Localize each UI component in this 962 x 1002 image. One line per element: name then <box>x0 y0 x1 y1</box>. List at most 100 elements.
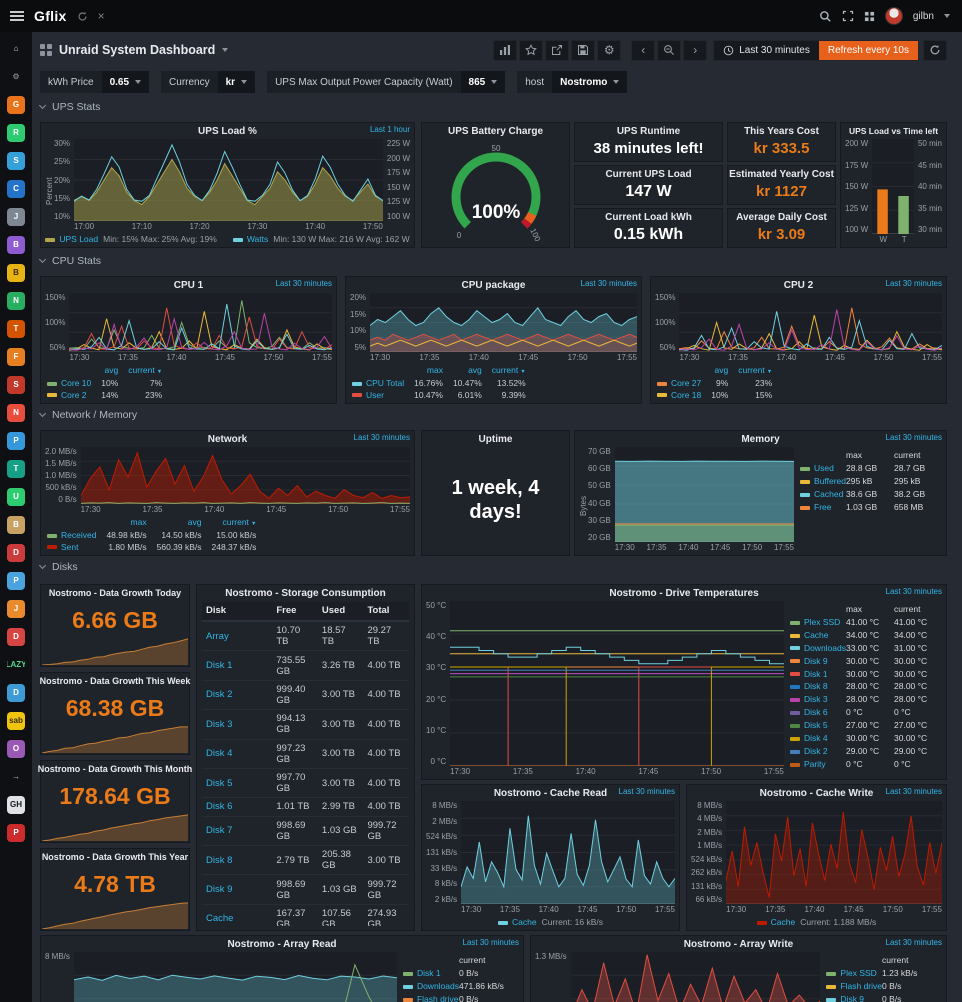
tools-app-icon[interactable]: T <box>7 320 25 338</box>
flame-app-icon[interactable]: F <box>7 348 25 366</box>
legend-col-header[interactable]: current <box>882 955 909 965</box>
window-app-icon[interactable]: P <box>7 572 25 590</box>
settings-icon[interactable]: ⚙ <box>12 72 20 81</box>
zoom-out-button[interactable] <box>657 39 682 61</box>
storage-table-row[interactable]: Disk 6 1.01 TB 2.99 TB 4.00 TB <box>202 797 409 817</box>
legend-col-header[interactable]: avg <box>468 364 482 375</box>
row-toggle-ups-stats[interactable]: UPS Stats <box>38 99 100 115</box>
legend-col-header[interactable]: avg <box>104 364 119 375</box>
drop-app-icon[interactable]: T <box>7 460 25 478</box>
storage-table-row[interactable]: Disk 2 999.40 GB 3.00 TB 4.00 TB <box>202 679 409 710</box>
time-back-button[interactable]: ‹ <box>631 39 656 61</box>
panel-time-override[interactable]: Last 30 minutes <box>885 279 942 288</box>
legend-series[interactable]: Cached <box>800 488 846 501</box>
storage-table-row[interactable]: Disk 5 997.70 GB 3.00 TB 4.00 TB <box>202 767 409 798</box>
panel-time-override[interactable]: Last 30 minutes <box>885 433 942 442</box>
cpu-package-plot[interactable] <box>370 293 637 352</box>
panel-title[interactable]: Current Load kWh <box>605 211 692 223</box>
panel-title[interactable]: Memory <box>741 433 780 445</box>
legend-col-header[interactable]: current <box>894 450 921 460</box>
legend-series[interactable]: Cache Current: 16 kB/s <box>498 917 603 927</box>
star-button[interactable] <box>519 39 544 61</box>
beer-app-icon[interactable]: B <box>7 264 25 282</box>
panel-time-override[interactable]: Last 30 minutes <box>885 587 942 596</box>
legend-series[interactable]: Downloads <box>402 980 459 993</box>
legend-col-header[interactable]: current <box>728 365 772 379</box>
legend-col-header[interactable]: current <box>118 365 162 379</box>
legend-series[interactable]: Downloads <box>789 642 846 655</box>
refresh-interval-label[interactable]: Refresh every 10s <box>818 40 918 60</box>
legend-series[interactable]: Disk 1 <box>402 967 459 980</box>
legend-series[interactable]: Disk 8 <box>789 680 846 693</box>
purple-app-icon[interactable]: O <box>7 740 25 758</box>
target-app-icon[interactable]: P <box>7 824 25 842</box>
cache-write-plot[interactable] <box>726 801 942 904</box>
legend-series[interactable]: User <box>352 390 404 402</box>
stripes-app-icon[interactable]: D <box>7 544 25 562</box>
memory-plot[interactable] <box>614 447 795 542</box>
dashboard-title[interactable]: Unraid System Dashboard <box>59 43 216 57</box>
legend-series[interactable]: Disk 9 <box>789 655 846 668</box>
panel-time-override[interactable]: Last 30 minutes <box>275 279 332 288</box>
menu-icon[interactable] <box>10 11 24 21</box>
legend-series[interactable]: Flash drive <box>402 993 459 1002</box>
legend-series[interactable]: Used <box>800 462 846 475</box>
panel-title[interactable]: Nostromo - Data Growth This Week <box>39 676 191 686</box>
cloud-app-icon[interactable]: C <box>7 180 25 198</box>
legend-series[interactable]: Received <box>47 530 96 542</box>
user-avatar[interactable] <box>884 7 903 25</box>
legend-series[interactable]: Disk 3 <box>789 693 846 706</box>
radarr-icon[interactable]: R <box>7 124 25 142</box>
legend-series[interactable]: Core 2 <box>47 390 91 402</box>
panel-title[interactable]: Nostromo - Cache Write <box>759 787 874 799</box>
column-header[interactable]: Total <box>363 602 409 622</box>
legend-series[interactable]: Sent <box>47 542 96 554</box>
panel-title[interactable]: UPS Load % <box>198 125 257 137</box>
drive-temps-plot[interactable] <box>450 601 784 766</box>
legend-series[interactable]: Cache <box>789 629 846 642</box>
panel-title[interactable]: This Years Cost <box>744 125 819 137</box>
refresh-icon[interactable] <box>77 11 88 22</box>
panel-title[interactable]: CPU package <box>461 279 526 291</box>
panel-title[interactable]: Uptime <box>478 433 513 445</box>
legend-col-header[interactable]: avg <box>187 516 202 527</box>
legend-col-header[interactable]: current <box>894 604 921 614</box>
legend-col-header[interactable]: current <box>459 955 486 965</box>
legend-series[interactable]: Flash drive <box>826 980 882 993</box>
array-write-plot[interactable] <box>570 952 821 1002</box>
legend-col-header[interactable]: max <box>846 450 863 460</box>
panel-time-override[interactable]: Last 30 minutes <box>618 787 675 796</box>
github-icon[interactable]: GH <box>7 796 25 814</box>
lazylibrarian-icon[interactable]: LAZY <box>7 660 25 669</box>
time-range-label[interactable]: Last 30 minutes <box>739 44 810 56</box>
time-forward-button[interactable]: › <box>683 39 708 61</box>
panel-time-override[interactable]: Last 30 minutes <box>885 938 942 947</box>
panel-time-override[interactable]: Last 30 minutes <box>885 787 942 796</box>
legend-col-header[interactable]: current <box>202 517 257 531</box>
panel-title[interactable]: UPS Runtime <box>616 125 681 137</box>
array-read-plot[interactable] <box>73 952 397 1002</box>
legend-series[interactable]: Cache Current: 1.188 MB/s <box>756 917 876 927</box>
panel-title[interactable]: Nostromo - Array Read <box>227 938 337 950</box>
save-button[interactable] <box>571 39 596 61</box>
apps-grid-icon[interactable] <box>864 11 875 22</box>
row-toggle-cpu-stats[interactable]: CPU Stats <box>38 253 101 269</box>
cpu1-plot[interactable] <box>69 293 332 352</box>
legend-series[interactable]: Watts Min: 130 W Max: 216 W Avg: 162 W <box>232 234 410 244</box>
panel-time-override[interactable]: Last 1 hour <box>369 125 410 134</box>
panel-title[interactable]: UPS Load vs Time left <box>848 126 939 136</box>
plex-icon[interactable]: P <box>7 432 25 450</box>
sonarr-icon[interactable]: S <box>7 152 25 170</box>
storage-table-row[interactable]: Array 10.70 TB 18.57 TB 29.27 TB <box>202 620 409 651</box>
legend-series[interactable]: Plex SSD <box>789 616 846 629</box>
sabnzbd-icon[interactable]: sab <box>7 712 25 730</box>
cache-read-plot[interactable] <box>461 801 675 904</box>
storage-table-row[interactable]: Disk 8 2.79 TB 205.38 GB 3.00 TB <box>202 844 409 875</box>
fullscreen-icon[interactable] <box>842 10 854 22</box>
settings-button[interactable]: ⚙ <box>597 39 622 61</box>
home-icon[interactable]: ⌂ <box>13 44 19 53</box>
legend-series[interactable]: Core 10 <box>47 378 91 390</box>
logout-icon[interactable]: → <box>12 772 20 781</box>
ups-load-plot[interactable] <box>74 139 383 221</box>
username[interactable]: gilbn <box>912 10 934 22</box>
